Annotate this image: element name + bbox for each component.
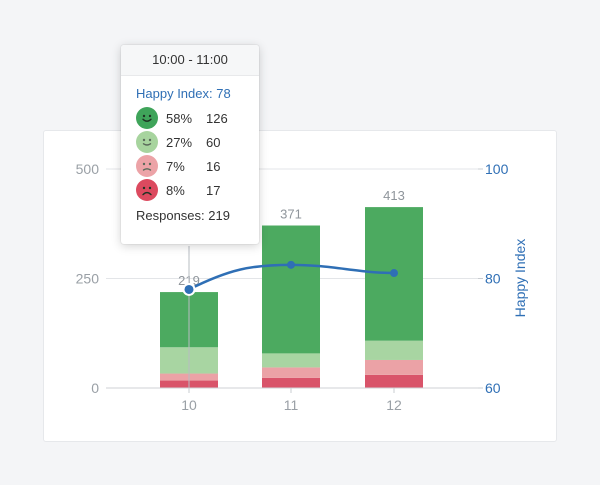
bar-segment-sad <box>365 359 423 375</box>
bar-segment-sad <box>262 367 320 378</box>
tooltip-rows: 58% 126 27% 60 7% 16 8% 17 <box>121 107 259 201</box>
happy-index-point <box>287 260 295 269</box>
tooltip-responses: Responses: 219 <box>136 208 230 223</box>
bar-segment-very-sad <box>262 377 320 388</box>
tooltip-row-percent: 8% <box>166 182 185 198</box>
bar-segment-very-happy <box>262 225 320 354</box>
y-left-tick-label: 0 <box>91 380 99 396</box>
tooltip-row-count: 16 <box>206 158 221 174</box>
tooltip-row: 27% 60 <box>136 131 259 153</box>
bar-segment-happy <box>262 353 320 368</box>
tooltip-time-range: 10:00 - 11:00 <box>121 45 259 76</box>
chart-tooltip: 10:00 - 11:00 Happy Index: 78 58% 126 27% 6… <box>121 45 259 244</box>
happy-face-icon <box>136 131 158 153</box>
tooltip-row-percent: 7% <box>166 158 185 174</box>
bar-total-label: 413 <box>383 188 405 203</box>
tooltip-row-count: 17 <box>206 182 221 198</box>
very-happy-face-icon <box>136 107 158 129</box>
y-right-tick-label: 80 <box>485 271 501 287</box>
y-left-tick-label: 500 <box>76 161 100 177</box>
tooltip-happy-index: Happy Index: 78 <box>136 86 231 101</box>
bar-segment-very-sad <box>365 374 423 388</box>
tooltip-row-count: 60 <box>206 134 221 150</box>
tooltip-row: 7% 16 <box>136 155 259 177</box>
tooltip-row-percent: 27% <box>166 134 193 150</box>
tooltip-row-count: 126 <box>206 110 228 126</box>
tooltip-row: 58% 126 <box>136 107 259 129</box>
y-right-axis-label: Happy Index <box>512 239 528 318</box>
bar-segment-happy <box>365 340 423 360</box>
sad-face-icon <box>136 155 158 177</box>
y-right-tick-label: 60 <box>485 380 501 396</box>
happy-index-point-active <box>182 282 196 296</box>
very-sad-face-icon <box>136 179 158 201</box>
y-right-tick-label: 100 <box>485 161 509 177</box>
tooltip-row-percent: 58% <box>166 110 193 126</box>
bar-total-label: 371 <box>280 207 302 222</box>
x-tick-label: 11 <box>284 397 299 413</box>
x-tick-label: 10 <box>181 397 197 413</box>
y-left-tick-label: 250 <box>76 271 100 287</box>
tooltip-row: 8% 17 <box>136 179 259 201</box>
happy-index-point <box>390 269 398 278</box>
x-tick-label: 12 <box>386 397 402 413</box>
